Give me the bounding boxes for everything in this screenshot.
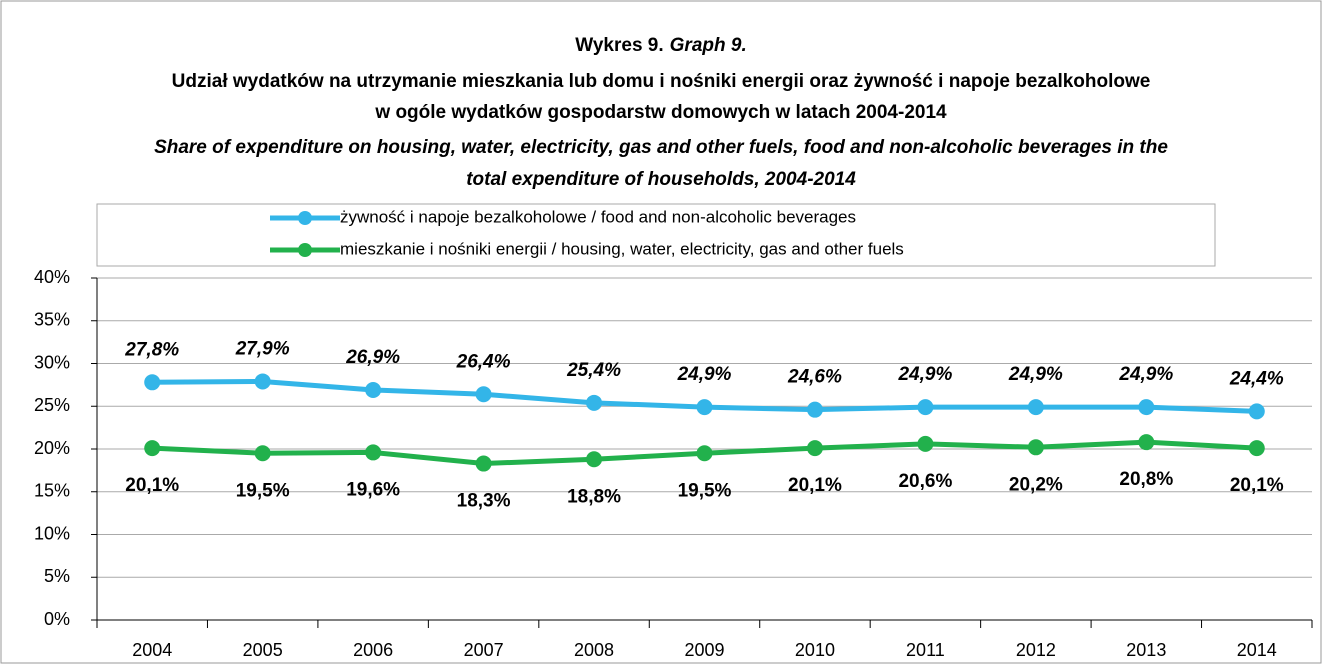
chart-title: Wykres 9. Graph 9.	[575, 35, 746, 56]
data-label: 26,9%	[345, 347, 400, 368]
subtitle-en: total expenditure of households, 2004-20…	[466, 169, 856, 190]
point	[696, 399, 713, 416]
point	[917, 399, 934, 416]
data-label: 24,4%	[1229, 368, 1284, 389]
x-tick-label: 2009	[684, 640, 724, 660]
x-tick-label: 2013	[1126, 640, 1166, 660]
y-tick-label: 15%	[34, 481, 70, 501]
data-label: 27,8%	[124, 339, 179, 360]
y-tick-label: 10%	[34, 523, 70, 543]
x-tick-label: 2004	[132, 640, 172, 660]
point	[806, 401, 823, 418]
x-tick-label: 2007	[464, 640, 504, 660]
data-label: 20,2%	[1009, 474, 1063, 495]
data-label: 27,9%	[235, 338, 290, 359]
data-label: 24,9%	[897, 364, 952, 385]
subtitle-en: Share of expenditure on housing, water, …	[154, 137, 1168, 158]
title-pl: Wykres 9.	[575, 35, 663, 56]
data-label: 24,9%	[1118, 364, 1173, 385]
title-en: Graph 9.	[670, 35, 747, 56]
x-tick-label: 2006	[353, 640, 393, 660]
data-label: 24,9%	[1008, 364, 1063, 385]
data-label: 24,6%	[787, 367, 842, 388]
data-label: 18,3%	[457, 491, 511, 512]
legend-marker	[298, 211, 312, 225]
data-label: 19,6%	[346, 479, 400, 500]
y-tick-label: 0%	[44, 609, 70, 629]
legend-marker	[298, 243, 312, 257]
point	[475, 386, 492, 403]
point	[806, 440, 823, 457]
point	[696, 445, 713, 462]
data-label: 20,1%	[125, 475, 179, 496]
data-label: 24,9%	[677, 364, 732, 385]
y-tick-label: 40%	[34, 267, 70, 287]
point	[1138, 399, 1155, 416]
x-tick-label: 2012	[1016, 640, 1056, 660]
y-tick-label: 30%	[34, 352, 70, 372]
y-tick-label: 35%	[34, 310, 70, 330]
point	[254, 373, 271, 390]
data-label: 19,5%	[678, 480, 732, 501]
point	[475, 455, 492, 472]
point	[254, 445, 271, 462]
x-tick-label: 2005	[243, 640, 283, 660]
legend-box	[96, 203, 1216, 267]
legend-label: żywność i napoje bezalkoholowe / food an…	[340, 207, 856, 226]
y-tick-label: 20%	[34, 438, 70, 458]
data-label: 20,1%	[788, 475, 842, 496]
point	[586, 394, 603, 411]
x-tick-label: 2011	[906, 640, 945, 660]
point	[1248, 440, 1265, 457]
point	[365, 382, 382, 399]
legend-label: mieszkanie i nośniki energii / housing, …	[340, 239, 904, 258]
point	[1027, 399, 1044, 416]
data-label: 20,8%	[1119, 469, 1173, 490]
point	[586, 451, 603, 468]
point	[1138, 434, 1155, 451]
y-tick-label: 5%	[44, 566, 70, 586]
point	[1248, 403, 1265, 420]
x-tick-label: 2010	[795, 640, 835, 660]
point	[144, 374, 161, 391]
data-label: 19,5%	[236, 480, 290, 501]
x-tick-label: 2008	[574, 640, 614, 660]
data-label: 26,4%	[456, 351, 511, 372]
data-label: 20,1%	[1230, 475, 1284, 496]
data-label: 18,8%	[567, 486, 621, 507]
subtitle: Udział wydatków na utrzymanie mieszkania…	[172, 71, 1151, 92]
data-label: 25,4%	[566, 360, 621, 381]
y-tick-label: 25%	[34, 395, 70, 415]
point	[144, 440, 161, 457]
point	[365, 444, 382, 461]
point	[917, 435, 934, 452]
data-label: 20,6%	[898, 471, 952, 492]
subtitle: w ogóle wydatków gospodarstw domowych w …	[374, 102, 947, 123]
x-tick-label: 2014	[1237, 640, 1277, 660]
point	[1027, 439, 1044, 456]
